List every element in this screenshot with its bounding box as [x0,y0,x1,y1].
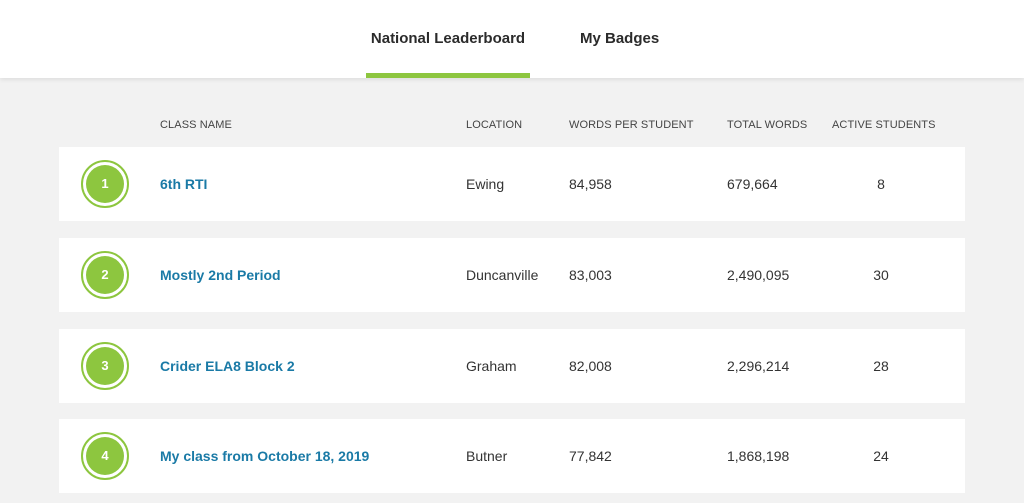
location-value: Butner [466,448,508,464]
rank-number: 1 [86,165,124,203]
words-per-student-value: 84,958 [569,176,612,192]
class-name-link[interactable]: Crider ELA8 Block 2 [160,358,295,374]
active-students-value: 28 [873,358,889,374]
column-header-class-name: CLASS NAME [160,119,232,131]
active-students-value: 8 [877,176,885,192]
column-header-words-per-student: WORDS PER STUDENT [569,119,694,131]
rank-badge: 4 [81,432,129,480]
words-per-student-value: 77,842 [569,448,612,464]
total-words-value: 2,296,214 [727,358,790,374]
class-name-link[interactable]: My class from October 18, 2019 [160,448,370,464]
location-value: Ewing [466,176,505,192]
column-header-active-students: ACTIVE STUDENTS [832,119,936,131]
total-words-value: 2,490,095 [727,267,790,283]
location-value: Duncanville [466,267,539,283]
tab-national-leaderboard[interactable]: National Leaderboard [370,30,526,47]
rank-badge: 3 [81,342,129,390]
words-per-student-value: 82,008 [569,358,612,374]
active-tab-indicator [366,73,530,78]
words-per-student-value: 83,003 [569,267,612,283]
rank-badge: 1 [81,160,129,208]
active-students-value: 24 [873,448,889,464]
leaderboard-row: 3 Crider ELA8 Block 2 Graham 82,008 2,29… [59,329,965,403]
column-header-total-words: TOTAL WORDS [727,119,808,131]
leaderboard-row: 1 6th RTI Ewing 84,958 679,664 8 [59,147,965,221]
rank-number: 3 [86,347,124,385]
class-name-link[interactable]: Mostly 2nd Period [160,267,281,283]
total-words-value: 1,868,198 [727,448,790,464]
total-words-value: 679,664 [727,176,778,192]
rank-badge: 2 [81,251,129,299]
column-header-location: LOCATION [466,119,523,131]
top-navigation: National Leaderboard My Badges [0,0,1024,78]
class-name-link[interactable]: 6th RTI [160,176,208,192]
rank-number: 4 [86,437,124,475]
active-students-value: 30 [873,267,889,283]
rank-number: 2 [86,256,124,294]
location-value: Graham [466,358,517,374]
tab-my-badges[interactable]: My Badges [580,30,660,47]
leaderboard-row: 2 Mostly 2nd Period Duncanville 83,003 2… [59,238,965,312]
leaderboard-row: 4 My class from October 18, 2019 Butner … [59,419,965,493]
